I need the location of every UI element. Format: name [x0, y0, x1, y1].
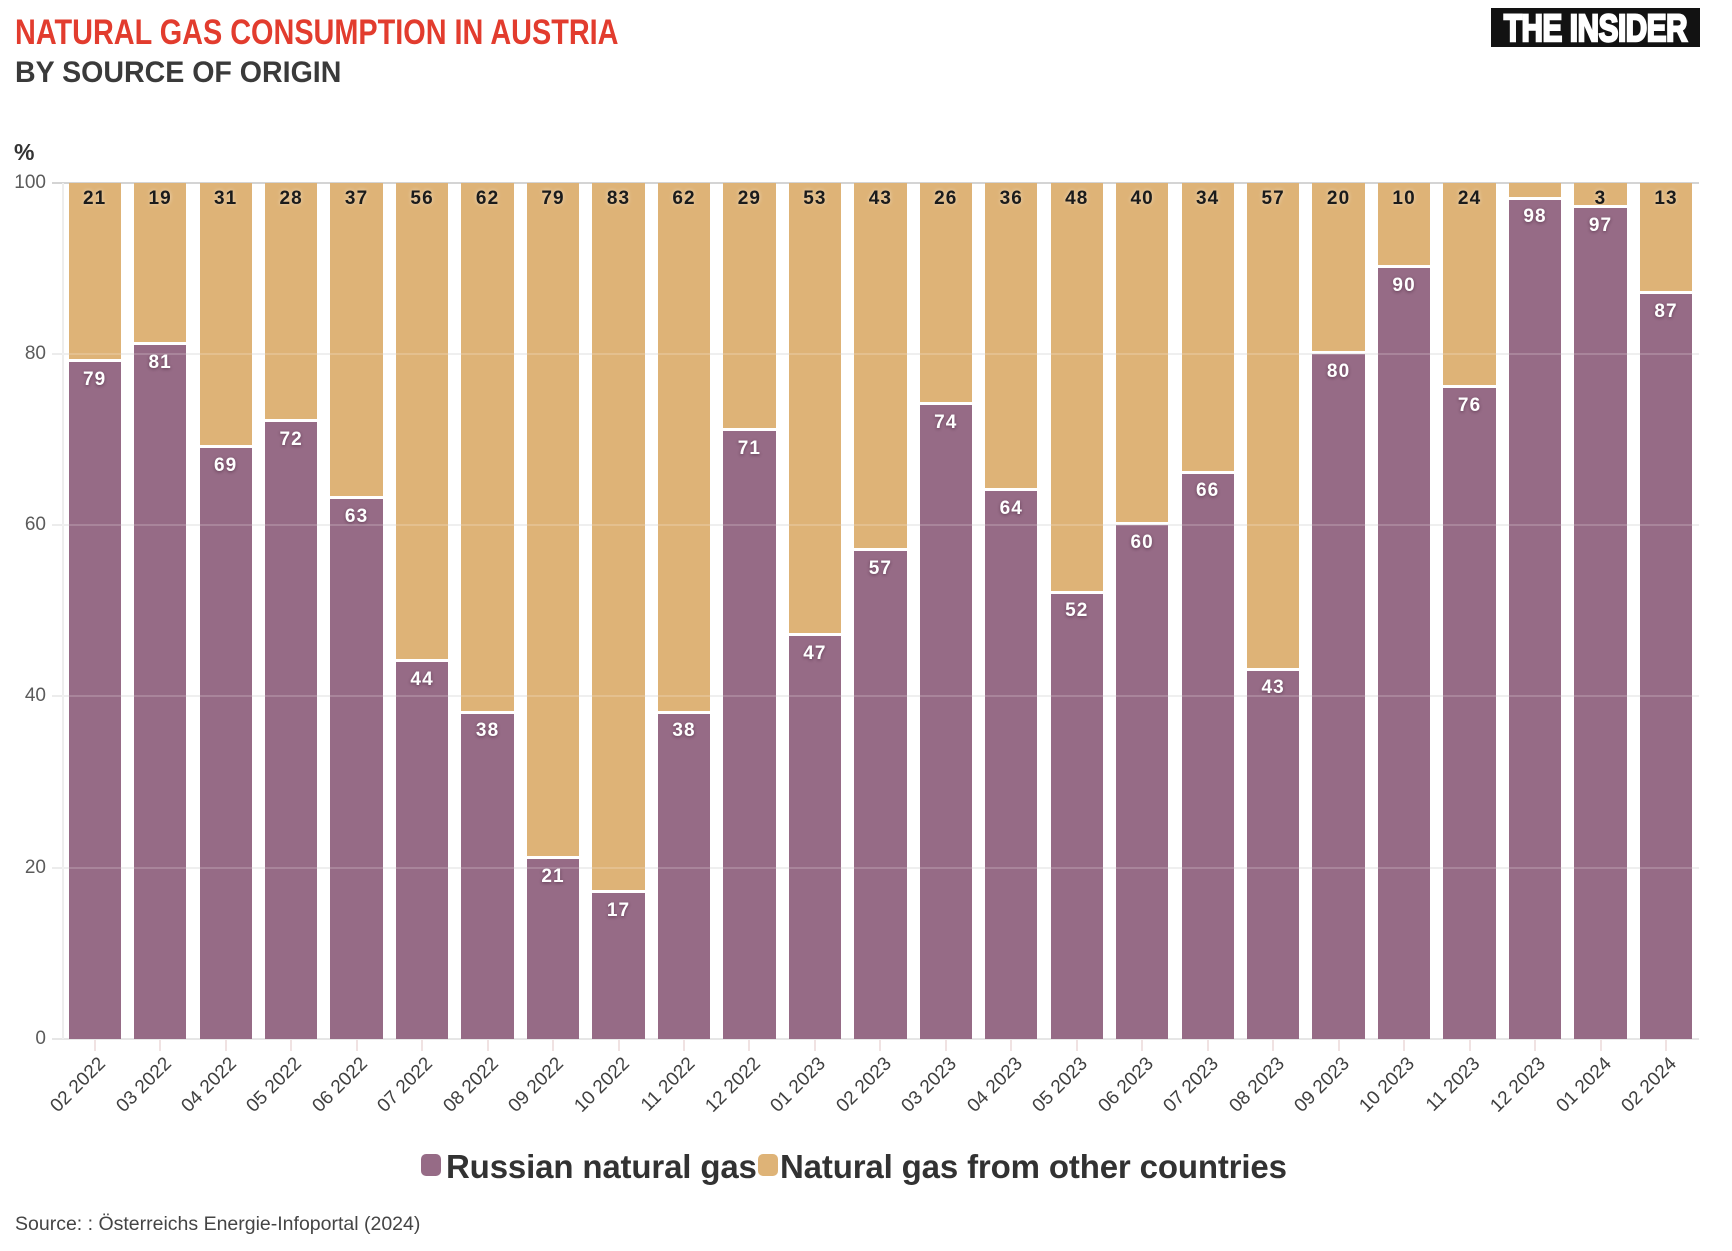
svg-text:THE INSIDER: THE INSIDER	[1504, 8, 1687, 47]
